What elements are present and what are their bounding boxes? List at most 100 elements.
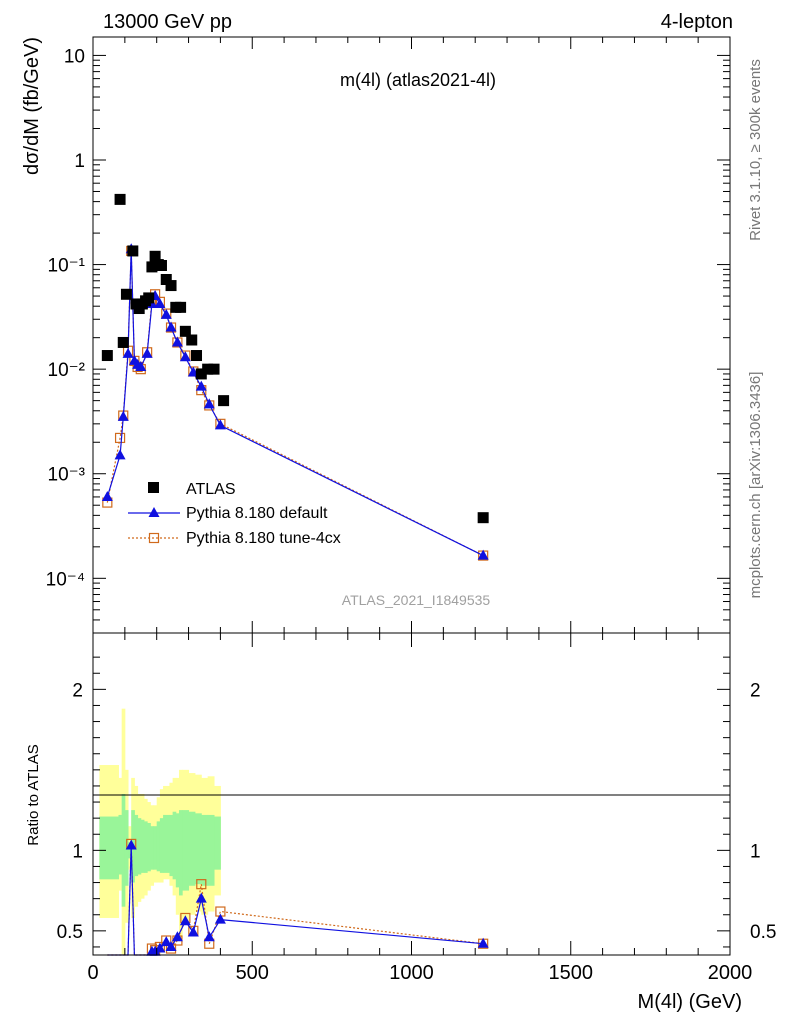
atlas-data-point xyxy=(149,250,161,262)
ratio-band-green xyxy=(207,814,215,886)
ratio-band-green xyxy=(163,814,170,873)
pythia-default-point xyxy=(101,490,113,501)
rivet-version-label: Rivet 3.1.10, ≥ 300k events xyxy=(747,59,764,241)
header-collision-label: 13000 GeV pp xyxy=(103,11,232,33)
ratio-plot-data xyxy=(107,838,489,956)
ratio-band-green xyxy=(118,814,123,875)
analysis-watermark: ATLAS_2021_I1849535 xyxy=(342,592,491,608)
atlas-data-point xyxy=(160,273,172,285)
main-plot-title: m(4l) (atlas2021-4l) xyxy=(340,70,496,90)
ratio-band-green xyxy=(172,811,177,880)
main-y-tick-label: 10⁻⁴ xyxy=(46,569,85,590)
ratio-y-tick-label-right: 1 xyxy=(750,841,761,862)
pythia-default-point xyxy=(214,419,226,430)
ratio-pythia-default-point xyxy=(171,931,183,942)
atlas-data-point xyxy=(155,259,167,271)
atlas-data-point xyxy=(186,334,198,346)
main-y-tick-label: 1 xyxy=(74,151,85,172)
ratio-band-green xyxy=(153,826,158,870)
pythia-default-point xyxy=(171,336,183,347)
pythia-default-point xyxy=(165,321,177,332)
header-channel-label: 4-lepton xyxy=(661,11,733,33)
pythia-default-point xyxy=(122,347,134,358)
main-y-axis: 10 1 10⁻¹ 10⁻² 10⁻³ 10⁻⁴ xyxy=(46,46,730,634)
atlas-data-point xyxy=(191,350,203,362)
ratio-band-green xyxy=(214,816,221,870)
ratio-band-green xyxy=(175,813,180,888)
ratio-band-green xyxy=(121,794,126,907)
main-y-axis-label: dσ/dM (fb/GeV) xyxy=(21,37,43,175)
main-plot-data xyxy=(101,193,489,561)
ratio-x-tick-label: 0 xyxy=(87,962,98,984)
ratio-axes: 0.5 0.5 1 1 2 2 0 500 1000 1500 2000 xyxy=(57,633,776,984)
ratio-pythia-default-point xyxy=(187,926,199,937)
ratio-pythia-default-point xyxy=(203,931,215,942)
ratio-pythia-default-point xyxy=(160,936,172,947)
ratio-band-green xyxy=(201,814,209,886)
ratio-band-green xyxy=(137,818,142,875)
pythia-default-point xyxy=(114,449,126,460)
ratio-y-tick-label-left: 0.5 xyxy=(57,922,83,943)
pythia-default-point xyxy=(160,308,172,319)
main-y-tick-label: 10⁻³ xyxy=(48,465,86,486)
ratio-band-green xyxy=(169,814,174,877)
main-y-tick-label: 10⁻¹ xyxy=(48,256,86,277)
main-plot-panel: 10 1 10⁻¹ 10⁻² 10⁻³ 10⁻⁴ m(4l) (atlas2021-4l)… xyxy=(21,36,731,634)
atlas-data-point xyxy=(120,288,132,300)
ratio-pythia-default-point xyxy=(214,913,226,924)
ratio-band-green xyxy=(147,822,151,872)
ratio-y-tick-label-right: 0.5 xyxy=(750,922,776,943)
legend-default-marker xyxy=(148,507,160,517)
ratio-band-green xyxy=(182,810,190,891)
pythia-default-point xyxy=(135,360,147,371)
main-y-tick-label: 10 xyxy=(64,46,85,67)
ratio-y-axis-label: Ratio to ATLAS xyxy=(25,744,42,845)
ratio-uncertainty-bands xyxy=(99,708,221,955)
atlas-data-point xyxy=(179,325,191,337)
ratio-band-green xyxy=(150,826,155,870)
ratio-x-tick-label: 1500 xyxy=(549,962,594,984)
legend-atlas-marker xyxy=(148,482,159,493)
pythia-default-point xyxy=(117,410,129,421)
ratio-band-green xyxy=(99,816,119,880)
ratio-pythia-default-point xyxy=(477,937,489,948)
mcplots-label: mcplots.cern.ch [arXiv:1306.3436] xyxy=(747,372,764,599)
main-x-ticks xyxy=(92,37,731,633)
legend-tune-label: Pythia 8.180 tune-4cx xyxy=(186,530,341,547)
atlas-data-point xyxy=(143,292,155,304)
atlas-data-point xyxy=(175,301,187,313)
pythia-default-point xyxy=(203,398,215,409)
ratio-tune-4cx-point xyxy=(196,879,207,890)
atlas-data-point xyxy=(146,261,158,273)
ratio-band-green xyxy=(140,819,145,873)
ratio-pythia-default-point xyxy=(125,839,137,850)
pythia-default-point xyxy=(179,351,191,362)
ratio-pythia-default-point xyxy=(195,892,207,903)
atlas-data-point xyxy=(114,193,126,205)
ratio-pythia-default-point xyxy=(149,945,161,956)
atlas-data-point xyxy=(208,363,220,375)
pythia-default-point xyxy=(154,297,166,308)
ratio-x-tick-label: 500 xyxy=(236,962,269,984)
main-y-tick-label: 10⁻² xyxy=(48,360,86,381)
ratio-x-axis-label: M(4l) (GeV) xyxy=(638,991,742,1013)
pythia-default-point xyxy=(477,549,489,560)
atlas-data-point xyxy=(477,512,489,524)
ratio-pythia-default-point xyxy=(179,915,191,926)
ratio-x-tick-label: 2000 xyxy=(708,962,753,984)
atlas-data-point xyxy=(127,245,139,257)
ratio-plot-panel: 0.5 0.5 1 1 2 2 0 500 1000 1500 2000 Ratio to ATLA… xyxy=(25,632,776,1013)
ratio-y-tick-label-right: 2 xyxy=(750,680,761,701)
ratio-band-green xyxy=(156,821,161,872)
ratio-band-green xyxy=(194,813,202,885)
pythia-default-point xyxy=(141,347,153,358)
ratio-band-green xyxy=(128,842,132,859)
tune-4cx-point xyxy=(114,432,126,444)
legend-tune-marker xyxy=(148,532,160,544)
ratio-band-green xyxy=(178,810,183,896)
ratio-band-green xyxy=(143,821,148,873)
ratio-y-tick-label-left: 1 xyxy=(72,841,83,862)
atlas-data-point xyxy=(117,336,129,348)
atlas-data-point xyxy=(165,280,177,292)
